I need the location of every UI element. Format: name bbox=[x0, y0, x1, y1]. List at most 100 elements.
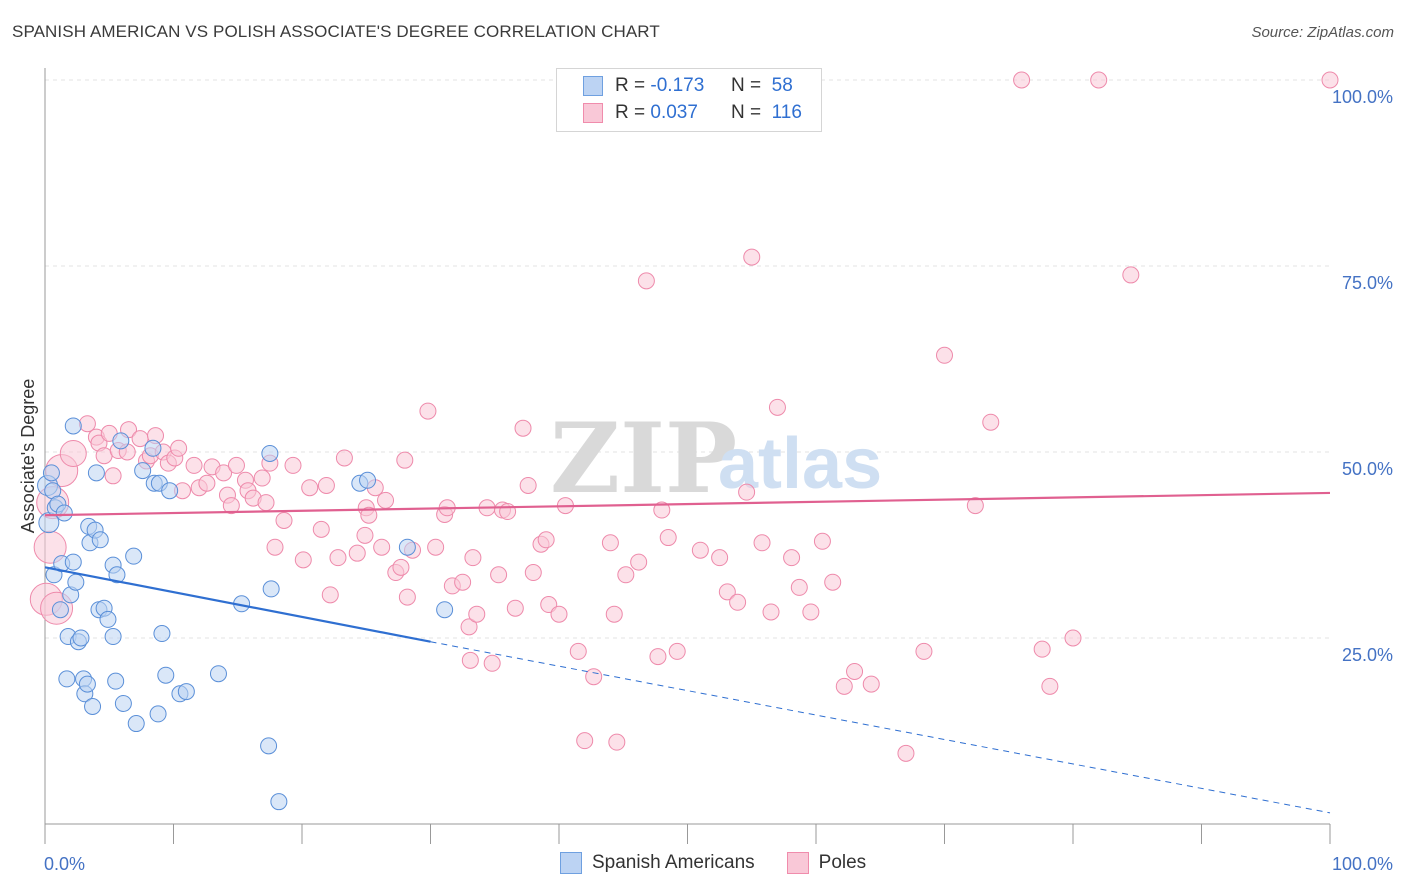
legend-swatch-spanish bbox=[560, 852, 582, 874]
chart-source: Source: ZipAtlas.com bbox=[1251, 24, 1394, 41]
pole-point bbox=[576, 732, 594, 750]
pole-point bbox=[915, 642, 933, 660]
spanish-american-point bbox=[359, 471, 377, 489]
spanish-american-point bbox=[108, 566, 126, 584]
spanish-american-point bbox=[42, 464, 60, 482]
pole-point bbox=[1122, 266, 1140, 284]
pole-point bbox=[222, 497, 240, 515]
pole-point bbox=[312, 520, 330, 538]
pole-point bbox=[691, 541, 709, 559]
tick-labels: 25.0% 50.0% 75.0% 100.0% 0.0% 100.0% bbox=[44, 87, 1393, 874]
pole-point bbox=[392, 558, 410, 576]
legend-row-poles: R = 0.037 N = 116 bbox=[583, 100, 802, 126]
spanish-american-point bbox=[260, 737, 278, 755]
spanish-american-point bbox=[67, 573, 85, 591]
spanish-american-point bbox=[157, 666, 175, 684]
spanish-american-point bbox=[64, 417, 82, 435]
pole-point bbox=[227, 456, 245, 474]
legend-swatch-poles bbox=[786, 852, 809, 874]
pole-point bbox=[1064, 629, 1082, 647]
pole-point bbox=[630, 553, 648, 571]
pole-point bbox=[550, 605, 568, 623]
pole-point bbox=[862, 675, 880, 693]
pole-point bbox=[95, 447, 113, 465]
pole-point bbox=[454, 573, 472, 591]
legend-r-label: R = bbox=[615, 102, 646, 123]
pole-point bbox=[483, 654, 501, 672]
pole-point bbox=[753, 534, 771, 552]
pole-point bbox=[373, 538, 391, 556]
pole-point bbox=[294, 551, 312, 569]
pole-point bbox=[377, 491, 395, 509]
spanish-american-point bbox=[161, 482, 179, 500]
pole-point bbox=[537, 531, 555, 549]
pole-point bbox=[215, 464, 233, 482]
pole-point bbox=[637, 272, 655, 290]
y-tick-label: 25.0% bbox=[1342, 645, 1393, 665]
axes bbox=[44, 68, 1331, 844]
pole-point bbox=[813, 532, 831, 550]
pole-point bbox=[396, 451, 414, 469]
spanish-american-point bbox=[87, 464, 105, 482]
pole-point bbox=[170, 439, 188, 457]
legend-item-spanish-americans[interactable]: Spanish Americans bbox=[560, 852, 755, 874]
pole-point bbox=[321, 586, 339, 604]
pole-point bbox=[1090, 71, 1108, 89]
pole-point bbox=[569, 642, 587, 660]
spanish-american-point bbox=[398, 538, 416, 556]
spanish-american-point bbox=[134, 462, 152, 480]
y-axis-label: Associate's Degree bbox=[18, 379, 38, 534]
pole-point bbox=[718, 583, 736, 601]
legend-item-poles[interactable]: Poles bbox=[786, 852, 866, 874]
spanish-american-point bbox=[55, 504, 73, 522]
pole-point bbox=[1013, 71, 1031, 89]
pole-point bbox=[1041, 677, 1059, 695]
spanish-trend-extension bbox=[430, 641, 1331, 814]
pole-point bbox=[59, 439, 87, 467]
pole-point bbox=[257, 494, 275, 512]
spanish-american-point bbox=[209, 665, 227, 683]
y-tick-label: 50.0% bbox=[1342, 459, 1393, 479]
spanish-american-point bbox=[270, 793, 288, 811]
spanish-american-point bbox=[104, 628, 122, 646]
series-legend: Spanish Americans Poles bbox=[560, 852, 898, 874]
pole-point bbox=[653, 501, 671, 519]
pole-point bbox=[524, 564, 542, 582]
pole-point bbox=[360, 506, 378, 524]
pole-point bbox=[649, 648, 667, 666]
pole-point bbox=[605, 605, 623, 623]
pole-point bbox=[398, 588, 416, 606]
pole-point bbox=[617, 566, 635, 584]
legend-r-value: 0.037 bbox=[650, 102, 698, 123]
spanish-american-point bbox=[436, 601, 454, 619]
watermark: ZIP atlas bbox=[550, 402, 882, 515]
spanish-american-point bbox=[125, 547, 143, 565]
watermark-zip: ZIP bbox=[550, 402, 737, 515]
pole-point bbox=[329, 549, 347, 567]
legend-n-value: 116 bbox=[771, 102, 802, 123]
spanish-american-point bbox=[153, 625, 171, 643]
pole-point bbox=[490, 566, 508, 584]
pole-point bbox=[506, 599, 524, 617]
legend-r-label: R = bbox=[615, 75, 646, 96]
pole-point bbox=[982, 413, 1000, 431]
pole-point bbox=[835, 677, 853, 695]
legend-swatch-spanish bbox=[583, 76, 603, 96]
spanish-american-point bbox=[64, 553, 82, 571]
pole-point bbox=[711, 549, 729, 567]
pole-point bbox=[427, 538, 445, 556]
grid-lines bbox=[45, 79, 1330, 639]
pole-point bbox=[419, 402, 437, 420]
legend-n-label: N = bbox=[730, 75, 762, 96]
spanish-american-point bbox=[261, 444, 279, 462]
pole-point bbox=[185, 456, 203, 474]
x-tick-label: 0.0% bbox=[44, 854, 85, 874]
pole-point bbox=[966, 497, 984, 515]
pole-point bbox=[464, 549, 482, 567]
pole-point bbox=[253, 469, 271, 487]
spanish-american-point bbox=[51, 601, 69, 619]
pole-point bbox=[266, 538, 284, 556]
pole-point bbox=[585, 668, 603, 686]
legend-n-label: N = bbox=[730, 102, 762, 123]
pole-point bbox=[461, 651, 479, 669]
